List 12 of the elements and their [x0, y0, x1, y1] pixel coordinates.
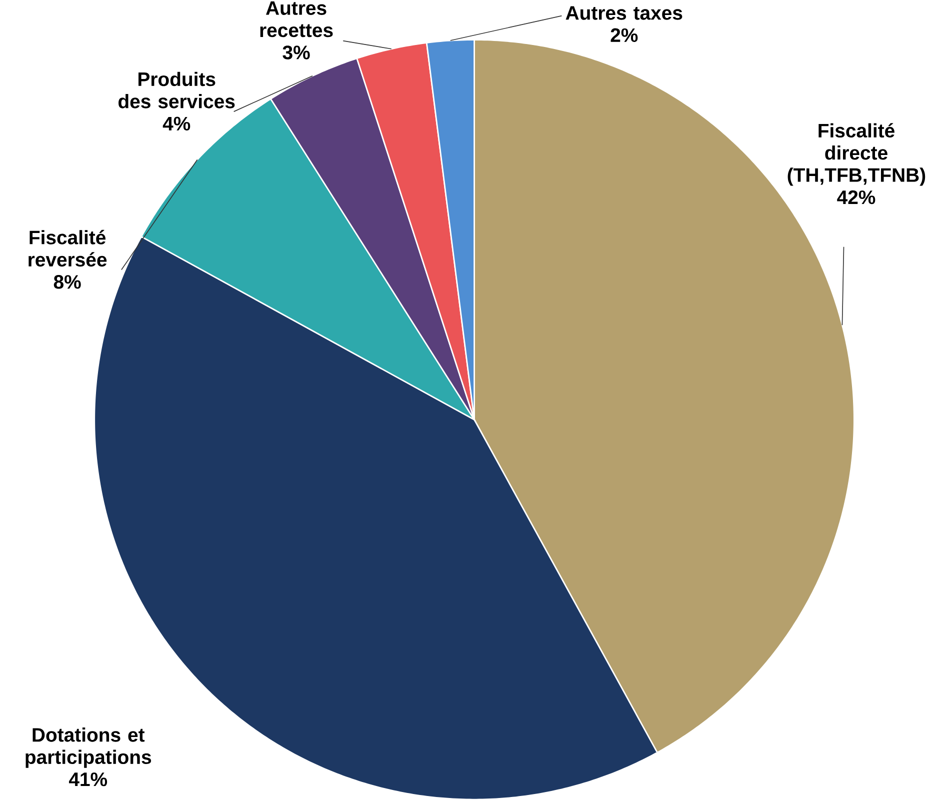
slice-label: Autres recettes — [260, 1, 333, 38]
data-label: 4% — [162, 116, 190, 130]
data-label: 41% — [68, 772, 108, 786]
data-label: 2% — [610, 28, 638, 42]
slice-label: Produits des services — [118, 72, 235, 108]
data-label: 3% — [282, 45, 310, 60]
slice-label: Autres taxes — [566, 6, 682, 20]
slice-label: Fiscalité directe (TH,TFB,TFNB) — [788, 122, 926, 186]
data-label: 42% — [837, 190, 876, 204]
data-label: 8% — [54, 274, 81, 289]
slice-label: Dotations et participations — [26, 727, 152, 768]
slice-label: Fiscalité reversée — [28, 230, 107, 266]
